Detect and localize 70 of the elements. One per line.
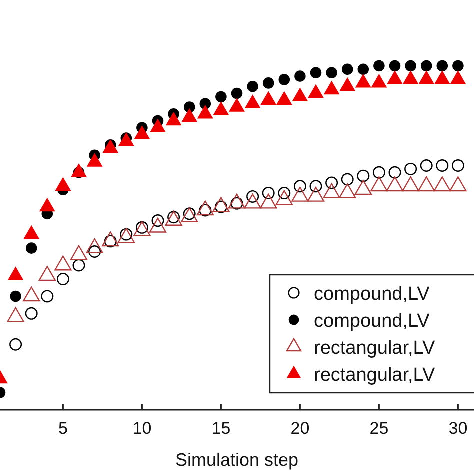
point (39, 198, 56, 212)
point (244, 194, 262, 209)
x-tick-label: 25 (370, 419, 389, 438)
point (260, 194, 278, 209)
x-tick-label: 20 (290, 419, 310, 438)
point (38, 266, 56, 282)
point (388, 166, 402, 179)
point (212, 197, 230, 212)
point (231, 88, 243, 100)
point (23, 286, 40, 302)
point (262, 78, 274, 89)
point (310, 180, 322, 193)
point (326, 176, 338, 190)
point (276, 190, 293, 206)
legend-label: rectangular,LV (314, 365, 436, 386)
point (196, 200, 214, 216)
point (339, 183, 356, 198)
point (149, 218, 167, 233)
point (434, 176, 451, 192)
point (54, 256, 72, 271)
point (386, 176, 404, 192)
point (8, 266, 24, 280)
point (402, 176, 420, 192)
point (102, 232, 120, 247)
point (71, 163, 87, 178)
point (357, 170, 370, 182)
point (228, 194, 246, 209)
point (86, 238, 104, 254)
point (341, 173, 354, 186)
point (262, 187, 275, 200)
point (70, 245, 88, 260)
point (452, 60, 464, 72)
legend-label: compound,LV (314, 311, 430, 332)
point (420, 160, 433, 172)
point (436, 60, 448, 72)
point (310, 67, 322, 79)
point (389, 60, 401, 72)
point (294, 70, 306, 82)
point (342, 64, 354, 76)
point (358, 64, 370, 76)
point (323, 183, 340, 198)
point (86, 153, 103, 167)
point (24, 225, 40, 240)
point (370, 176, 388, 192)
legend-label: compound,LV (314, 284, 430, 305)
point (7, 307, 24, 322)
point (216, 91, 227, 103)
legend-label: rectangular,LV (314, 338, 436, 359)
x-axis-title: Simulation step (175, 450, 299, 470)
point (418, 176, 436, 192)
point (374, 60, 385, 72)
point (452, 160, 464, 172)
point (372, 166, 386, 179)
point (404, 162, 418, 176)
point (278, 74, 290, 86)
point (354, 180, 372, 196)
x-tick-label: 30 (448, 419, 468, 438)
point (405, 60, 416, 72)
point (326, 67, 338, 79)
x-tick-label: 5 (58, 419, 68, 438)
point (292, 186, 309, 202)
x-tick-label: 10 (132, 419, 152, 438)
point (420, 60, 432, 72)
point (307, 186, 325, 202)
point (55, 177, 72, 191)
point (436, 160, 449, 172)
point (450, 176, 467, 192)
x-tick-label: 15 (212, 419, 231, 438)
point (294, 180, 306, 193)
point (247, 81, 258, 92)
